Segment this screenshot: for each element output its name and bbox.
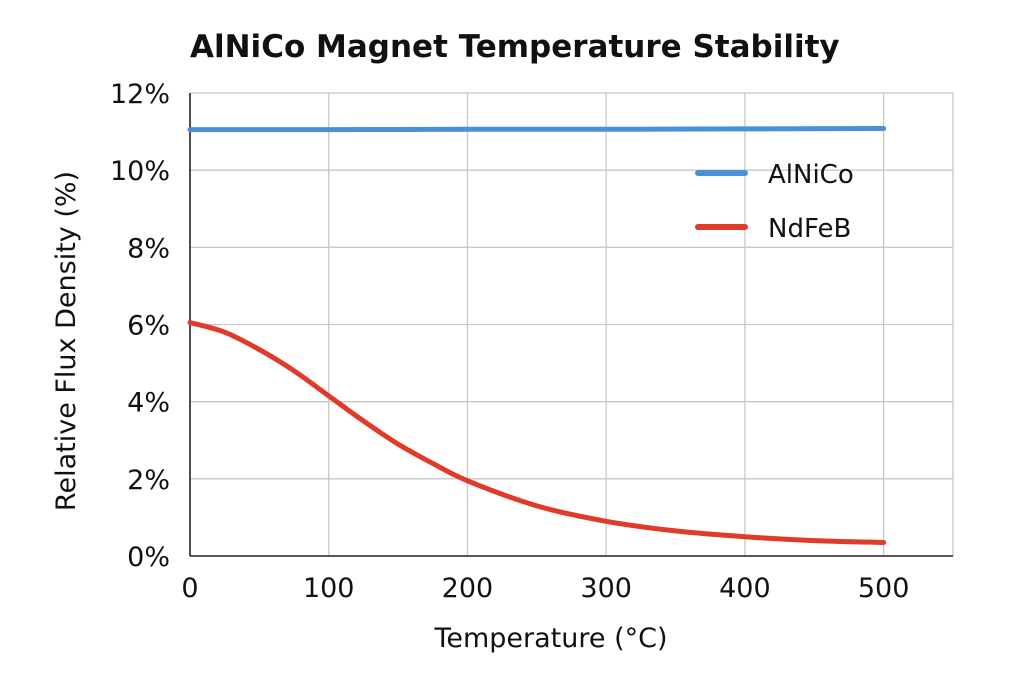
x-tick-labels: 0 100 200 300 400 500 [181,573,909,604]
y-tick-label: 0% [127,542,170,573]
y-tick-label: 4% [127,388,170,419]
series-line-alnico [187,125,887,133]
series-line-ndfeb [187,320,887,545]
x-tick-label: 500 [858,573,910,604]
y-tick-label: 10% [110,156,170,187]
x-tick-label: 400 [719,573,771,604]
x-tick-label: 100 [303,573,355,604]
y-tick-label: 8% [127,233,170,264]
legend-label-alnico: AlNiCo [768,160,854,190]
y-axis-label: Relative Flux Density (%) [51,171,82,511]
y-tick-label: 12% [110,79,170,110]
y-tick-label: 6% [127,311,170,342]
y-tick-labels: 0% 2% 4% 6% 8% 10% 12% [110,79,170,573]
legend: AlNiCo NdFeB [695,160,854,244]
x-axis-label: Temperature (°C) [433,623,667,654]
x-tick-label: 300 [580,573,632,604]
grid [190,92,954,556]
series-group [187,125,887,545]
legend-label-ndfeb: NdFeB [768,214,851,244]
x-tick-label: 0 [181,573,198,604]
chart-title: AlNiCo Magnet Temperature Stability [190,29,840,65]
y-tick-label: 2% [127,465,170,496]
x-tick-label: 200 [442,573,494,604]
